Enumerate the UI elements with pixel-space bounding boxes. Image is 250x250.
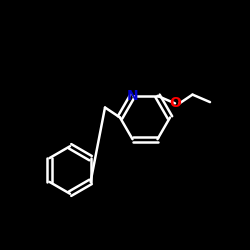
Text: O: O xyxy=(169,96,181,110)
Text: N: N xyxy=(127,89,138,103)
